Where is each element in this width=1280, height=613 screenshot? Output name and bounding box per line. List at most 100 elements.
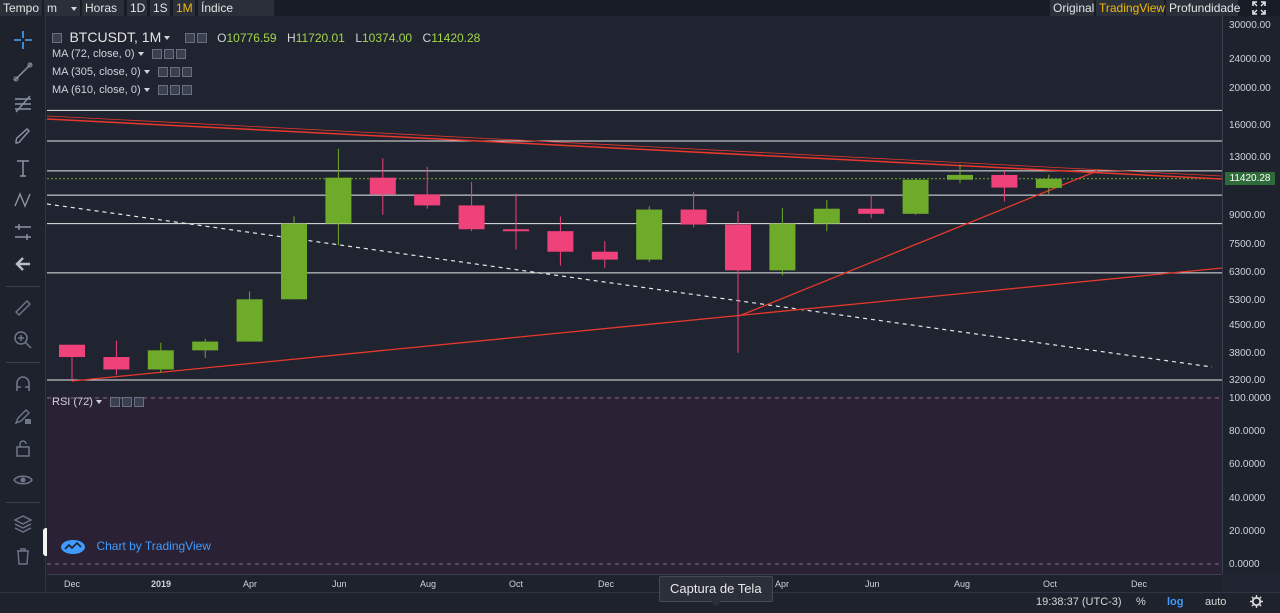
close-icon[interactable]: [133, 397, 144, 408]
candle-body: [947, 174, 973, 180]
pattern-tool[interactable]: [9, 186, 37, 214]
rsi-label: RSI (72): [52, 396, 93, 408]
lock-tool[interactable]: [9, 434, 37, 462]
settings-icon[interactable]: [196, 32, 207, 43]
low-value: 10374.00: [362, 31, 413, 45]
chevron-down-icon[interactable]: [164, 35, 171, 40]
view-depth-button[interactable]: Profundidade: [1166, 0, 1240, 16]
interval-1d-button[interactable]: 1D: [127, 0, 147, 16]
dashed-trend-line: [47, 203, 1213, 368]
candle-body: [369, 177, 396, 195]
candle-body: [59, 344, 85, 358]
gear-icon: [1250, 595, 1263, 608]
trash-icon: [17, 548, 29, 565]
fib-retracement-icon: [15, 95, 31, 113]
rsi-pane[interactable]: [47, 396, 1222, 574]
time-tick: Aug: [420, 579, 437, 589]
settings-icon[interactable]: [184, 32, 195, 43]
ma-legend-305[interactable]: MA (305, close, 0): [52, 65, 192, 79]
close-icon[interactable]: [181, 67, 192, 78]
time-tick: Dec: [64, 579, 81, 589]
support-trend-line: [71, 267, 1222, 382]
back-tool[interactable]: [9, 250, 37, 278]
time-tick: 2019: [151, 579, 172, 589]
low-label: L: [355, 31, 362, 45]
ma-legend-610[interactable]: MA (610, close, 0): [52, 83, 192, 97]
bottom-bar: 19:38:37 (UTC-3) % log auto: [0, 592, 1280, 613]
candle-body: [192, 341, 219, 351]
close-icon[interactable]: [175, 49, 186, 60]
settings-icon[interactable]: [121, 397, 132, 408]
settings-icon[interactable]: [169, 67, 180, 78]
toolbar-divider: [6, 502, 40, 503]
candle-body: [769, 223, 796, 271]
ruler-tool[interactable]: [9, 294, 37, 322]
candle-body: [902, 179, 929, 214]
close-icon[interactable]: [181, 85, 192, 96]
fullscreen-button[interactable]: [1244, 0, 1274, 16]
rsi-legend[interactable]: RSI (72): [52, 395, 144, 409]
time-tick: Dec: [598, 579, 615, 589]
tradingview-watermark[interactable]: Chart by TradingView: [60, 536, 211, 556]
ma-legend-72[interactable]: MA (72, close, 0): [52, 47, 186, 61]
arrow-left-icon: [15, 257, 30, 271]
price-pane[interactable]: [47, 16, 1222, 395]
settings-icon[interactable]: [169, 85, 180, 96]
view-original-button[interactable]: Original: [1050, 0, 1094, 16]
visibility-icon[interactable]: [157, 67, 168, 78]
stay-drawing-tool[interactable]: [9, 402, 37, 430]
settings-icon[interactable]: [163, 49, 174, 60]
layers-tool[interactable]: [9, 510, 37, 538]
text-tool[interactable]: [9, 154, 37, 182]
price-tick: 13000.00: [1229, 152, 1271, 163]
crosshair-tool[interactable]: [9, 26, 37, 54]
magnet-tool[interactable]: [9, 370, 37, 398]
interval-1m-button[interactable]: 1M: [173, 0, 195, 16]
trend-line-tool[interactable]: [9, 58, 37, 86]
candle-body: [991, 174, 1018, 188]
close-label: C: [422, 31, 432, 45]
fib-tool[interactable]: [9, 90, 37, 118]
candle-body: [236, 299, 263, 342]
watermark-text: Chart by TradingView: [96, 539, 211, 553]
visibility-icon[interactable]: [157, 85, 168, 96]
visibility-icon[interactable]: [109, 397, 120, 408]
symbol-label[interactable]: BTCUSDT, 1M: [69, 29, 162, 45]
price-tick: 30000.00: [1229, 20, 1271, 31]
indicator-button[interactable]: Índice Técnico: [198, 0, 274, 31]
price-axis[interactable]: 30000.00 24000.00 20000.00 16000.00 1300…: [1222, 16, 1280, 574]
interval-value: m: [47, 1, 57, 15]
rsi-tick: 0.0000: [1229, 559, 1260, 570]
interval-1s-button[interactable]: 1S: [150, 0, 170, 16]
price-tick: 6300.00: [1229, 267, 1266, 278]
candle-body: [414, 194, 441, 206]
rsi-tick: 20.0000: [1229, 526, 1266, 537]
collapse-icon[interactable]: [52, 32, 62, 43]
price-tick: 5300.00: [1229, 295, 1266, 306]
candle-body: [636, 209, 663, 260]
chevron-down-icon: [143, 70, 150, 75]
candle-body: [503, 229, 529, 232]
interval-select[interactable]: m: [44, 0, 80, 16]
zoom-tool[interactable]: [9, 326, 37, 354]
visibility-icon[interactable]: [151, 49, 162, 60]
measure-tool[interactable]: [9, 218, 37, 246]
visibility-tool[interactable]: [9, 466, 37, 494]
settings-button[interactable]: [1250, 595, 1263, 611]
toolbar-scroll-handle[interactable]: [43, 528, 49, 556]
crosshair-icon: [14, 31, 32, 49]
open-value: 10776.59: [226, 31, 277, 45]
percent-toggle[interactable]: %: [1136, 596, 1146, 608]
screenshot-tooltip: Captura de Tela: [659, 576, 773, 607]
log-toggle[interactable]: log: [1167, 596, 1184, 608]
auto-toggle[interactable]: auto: [1205, 596, 1227, 608]
horas-dropdown[interactable]: Horas: [82, 0, 124, 27]
brush-tool[interactable]: [9, 122, 37, 150]
cloud-logo-icon: [61, 540, 85, 554]
current-price-badge: 11420.28: [1225, 172, 1275, 185]
time-tick: Dec: [1131, 579, 1148, 589]
view-tradingview-button[interactable]: TradingView: [1096, 0, 1165, 16]
remove-drawings-tool[interactable]: [9, 542, 37, 570]
symbol-legend: BTCUSDT, 1M O10776.59 H11720.01 L10374.0…: [52, 28, 480, 46]
magnet-icon: [16, 376, 30, 391]
